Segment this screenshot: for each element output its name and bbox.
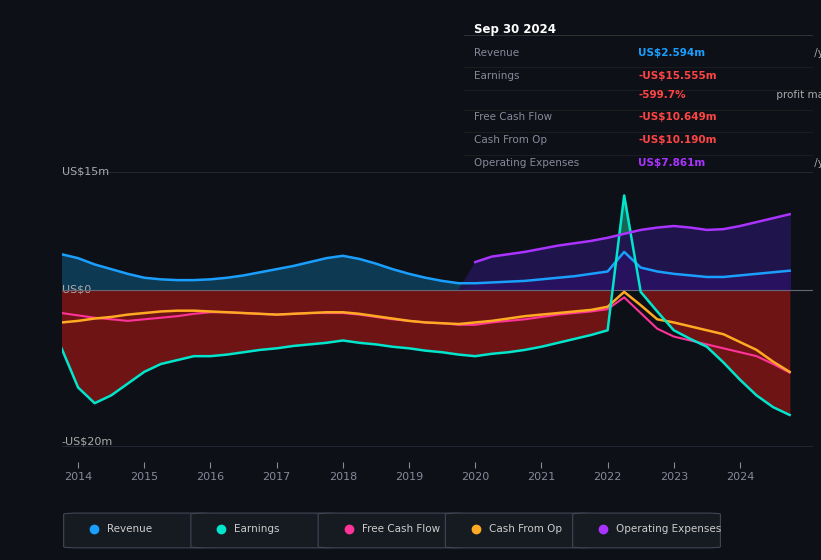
Text: US$7.861m: US$7.861m bbox=[639, 158, 705, 168]
Text: Operating Expenses: Operating Expenses bbox=[475, 158, 580, 168]
FancyBboxPatch shape bbox=[191, 513, 339, 548]
Text: -US$15.555m: -US$15.555m bbox=[639, 71, 717, 81]
Text: Free Cash Flow: Free Cash Flow bbox=[475, 112, 553, 122]
FancyBboxPatch shape bbox=[573, 513, 721, 548]
FancyBboxPatch shape bbox=[318, 513, 466, 548]
Text: /yr: /yr bbox=[811, 48, 821, 58]
Text: Revenue: Revenue bbox=[107, 524, 152, 534]
Text: -US$20m: -US$20m bbox=[62, 436, 112, 446]
Text: US$2.594m: US$2.594m bbox=[639, 48, 705, 58]
Text: Operating Expenses: Operating Expenses bbox=[617, 524, 722, 534]
Text: Cash From Op: Cash From Op bbox=[475, 135, 548, 145]
Text: Free Cash Flow: Free Cash Flow bbox=[362, 524, 440, 534]
Text: -US$10.649m: -US$10.649m bbox=[639, 112, 717, 122]
FancyBboxPatch shape bbox=[445, 513, 594, 548]
Text: -599.7%: -599.7% bbox=[639, 91, 686, 100]
Text: Earnings: Earnings bbox=[235, 524, 280, 534]
FancyBboxPatch shape bbox=[64, 513, 212, 548]
Text: Revenue: Revenue bbox=[475, 48, 520, 58]
Text: profit margin: profit margin bbox=[773, 91, 821, 100]
Text: Cash From Op: Cash From Op bbox=[489, 524, 562, 534]
Text: Sep 30 2024: Sep 30 2024 bbox=[475, 23, 557, 36]
Text: US$15m: US$15m bbox=[62, 167, 108, 177]
Text: US$0: US$0 bbox=[62, 284, 91, 295]
Text: -US$10.190m: -US$10.190m bbox=[639, 135, 717, 145]
Text: /yr: /yr bbox=[811, 158, 821, 168]
Text: Earnings: Earnings bbox=[475, 71, 520, 81]
